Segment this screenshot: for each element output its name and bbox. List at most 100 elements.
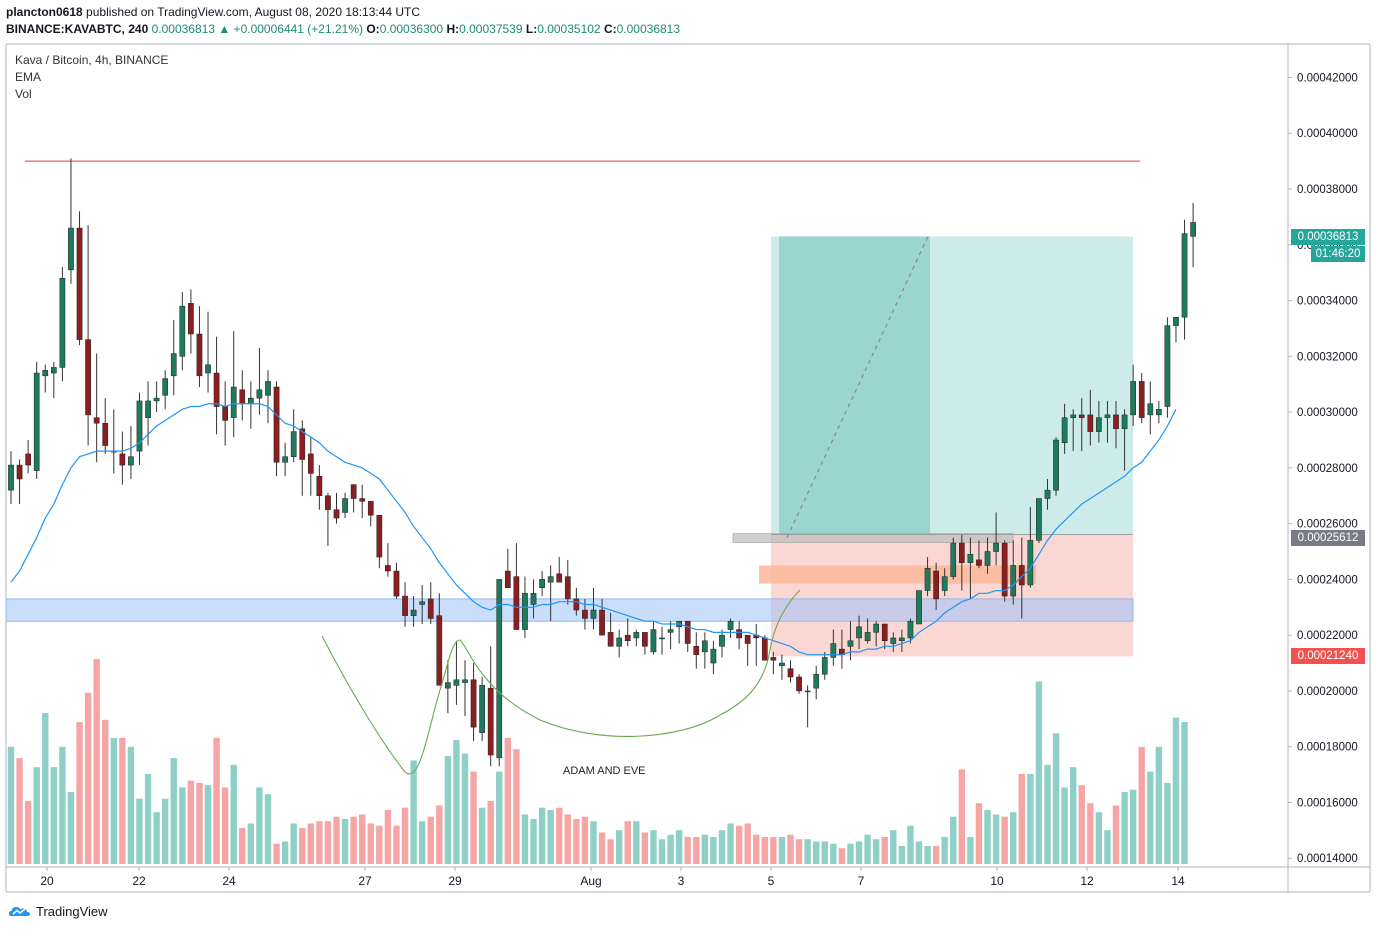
volume-bar <box>513 749 520 864</box>
volume-bar <box>907 825 914 864</box>
volume-bar <box>230 764 237 864</box>
volume-bar <box>119 737 126 864</box>
candle <box>162 370 169 410</box>
candle <box>607 612 614 647</box>
candle-body <box>539 579 545 589</box>
legend-title[interactable]: Kava / Bitcoin, 4h, BINANCE <box>15 53 169 67</box>
candle-body <box>299 428 306 460</box>
candle-body <box>290 431 297 457</box>
candle-body <box>1036 498 1042 541</box>
candle-body <box>307 453 314 474</box>
candle <box>325 492 331 546</box>
candle-body <box>33 372 40 471</box>
legend-vol[interactable]: Vol <box>15 87 32 101</box>
volume-bar <box>196 782 203 864</box>
volume-bar <box>487 800 494 864</box>
candle <box>68 158 74 284</box>
volume-bar <box>650 830 657 864</box>
candle-body <box>445 682 451 689</box>
candle <box>590 587 597 630</box>
volume-bar <box>821 841 828 864</box>
candle <box>1138 373 1145 424</box>
candle-body <box>770 657 777 661</box>
candle-body <box>924 567 931 591</box>
time-axis-label: 24 <box>222 874 236 888</box>
volume-bar <box>179 787 186 864</box>
volume-bar <box>890 830 897 864</box>
candle <box>1181 219 1188 340</box>
candle <box>153 381 160 413</box>
candle <box>419 584 426 625</box>
volume-bar <box>1112 805 1120 864</box>
candle <box>624 618 631 647</box>
volume-bar <box>950 816 957 864</box>
candle <box>359 484 366 519</box>
time-axis-label: Aug <box>580 874 601 888</box>
candle <box>1104 400 1111 443</box>
candle-body <box>247 397 254 404</box>
volume-bar <box>1052 733 1060 864</box>
candle-body <box>564 576 571 600</box>
volume-bar <box>864 834 871 864</box>
legend-ema[interactable]: EMA <box>15 70 42 84</box>
volume-bar <box>1164 782 1171 864</box>
candle-body <box>170 353 177 377</box>
volume-bar <box>530 818 537 864</box>
candle <box>316 465 323 510</box>
candle-body <box>950 542 957 577</box>
candle <box>1155 400 1162 424</box>
candle-body <box>162 378 169 396</box>
candle-body <box>102 422 109 446</box>
volume-bar <box>932 845 940 864</box>
volume-bar <box>564 814 571 864</box>
candle <box>924 557 931 597</box>
candle-body <box>136 400 143 452</box>
volume-bar <box>504 737 512 864</box>
close-value: 0.00036813 <box>616 22 681 36</box>
candle-body <box>693 646 700 655</box>
volume-bar <box>59 746 66 864</box>
volume-bar <box>753 834 760 864</box>
candle <box>753 624 760 666</box>
volume-bar <box>855 841 863 864</box>
close-label: C: <box>603 22 617 36</box>
volume-bar <box>1121 791 1128 864</box>
candle <box>342 492 348 519</box>
candle-body <box>402 595 408 616</box>
candle <box>50 361 57 399</box>
volume-bar <box>204 785 212 864</box>
candle-body <box>179 305 186 357</box>
volume-bar <box>804 839 811 864</box>
candle <box>128 426 134 480</box>
candle-body <box>727 620 734 630</box>
candle <box>710 640 717 675</box>
candle-body <box>624 634 631 641</box>
candle-body <box>719 634 725 647</box>
volume-bar <box>1061 787 1068 864</box>
candle-body <box>16 464 23 480</box>
candle <box>770 651 777 675</box>
price-change: ▲ +0.00006441 (+21.21%) <box>218 22 363 36</box>
volume-bar <box>127 746 135 864</box>
volume-bar <box>1010 812 1017 864</box>
candle-body <box>68 227 74 271</box>
candle-body <box>50 367 57 374</box>
candle-body <box>1001 542 1008 597</box>
publisher-name[interactable]: plancton0618 <box>6 5 83 19</box>
candle-body <box>1087 414 1094 432</box>
candle <box>556 557 563 583</box>
volume-bar <box>436 805 443 864</box>
stop-price-tag: 0.00021240 <box>1291 648 1365 664</box>
candle-body <box>890 637 897 644</box>
candle-body <box>1164 325 1171 407</box>
candle <box>899 629 905 652</box>
candle-body <box>967 554 974 563</box>
candle <box>102 398 109 454</box>
candle <box>239 370 246 421</box>
candle <box>1113 400 1119 449</box>
candle-body <box>916 590 922 625</box>
volume-bar <box>42 713 49 864</box>
volume-bar <box>701 834 709 864</box>
tradingview-logo[interactable]: TradingView <box>8 903 108 919</box>
